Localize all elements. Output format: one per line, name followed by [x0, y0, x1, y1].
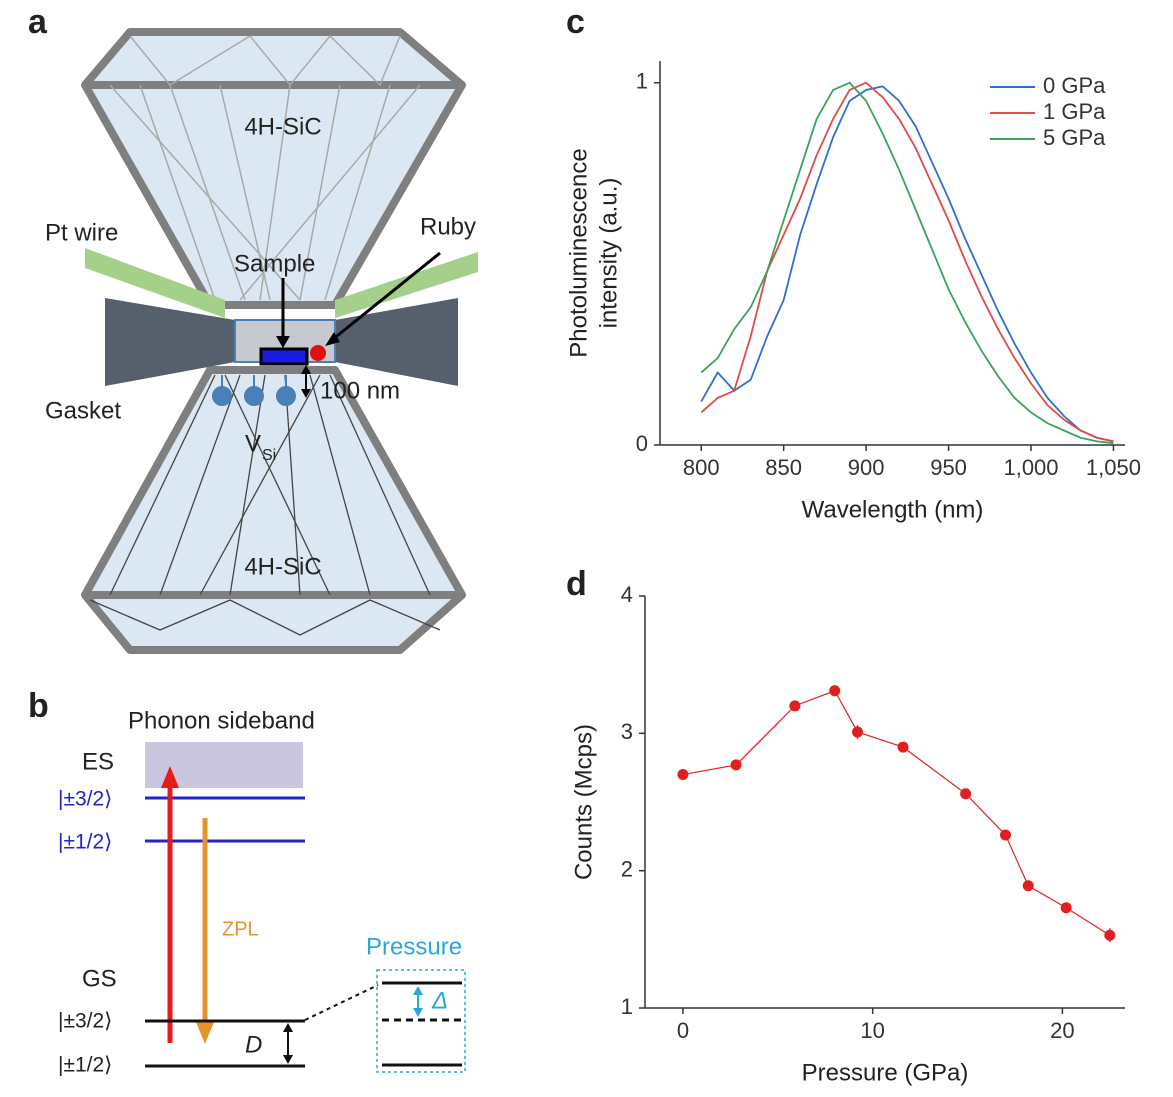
y-axis-label: Photoluminescence — [565, 148, 592, 357]
gs-level-label: |±1/2⟩ — [58, 1054, 112, 1077]
x-axis-label: Wavelength (nm) — [802, 496, 984, 523]
arrowhead — [161, 766, 179, 788]
y-tick-label: 0 — [636, 431, 648, 456]
splitting-label: D — [245, 1031, 262, 1058]
sample-label: Sample — [234, 250, 315, 277]
gasket — [105, 298, 235, 386]
series-line — [700, 85, 1114, 443]
legend-label: 0 GPa — [1043, 73, 1106, 98]
series-line — [682, 690, 1111, 936]
data-point — [1104, 929, 1116, 941]
ruby-label: Ruby — [420, 213, 476, 240]
x-tick-label: 0 — [677, 1018, 689, 1043]
arrowhead — [413, 1008, 423, 1017]
y-axis-label: Counts (Mcps) — [570, 724, 597, 880]
panel-label: b — [28, 687, 49, 725]
x-tick-label: 10 — [860, 1018, 884, 1043]
x-axis-label: Pressure (GPa) — [802, 1059, 969, 1086]
gs-label: GS — [82, 965, 117, 992]
data-point — [730, 759, 742, 771]
gs-level-label: |±3/2⟩ — [58, 1010, 112, 1033]
ruby — [310, 345, 326, 361]
x-tick-label: 950 — [930, 455, 967, 480]
y-tick-label: 3 — [621, 719, 633, 744]
anvil-cell — [81, 28, 478, 654]
data-point — [1022, 880, 1034, 892]
distance-label: 100 nm — [320, 377, 400, 404]
panel-label: d — [566, 565, 587, 603]
data-point — [897, 741, 909, 753]
gasket-label: Gasket — [45, 397, 121, 424]
y-tick-label: 1 — [621, 994, 633, 1019]
x-tick-label: 800 — [683, 455, 720, 480]
legend-label: 1 GPa — [1043, 99, 1106, 124]
arrowhead — [196, 1022, 214, 1044]
zoom-box — [376, 969, 466, 1073]
arrowhead — [413, 986, 423, 995]
data-point — [1060, 902, 1072, 914]
anvil-label: 4H-SiC — [244, 553, 321, 580]
x-tick-label: 900 — [848, 455, 885, 480]
x-tick-label: 1,000 — [1003, 455, 1058, 480]
data-point — [960, 788, 972, 800]
facets — [89, 374, 441, 636]
panel-label: a — [28, 3, 48, 41]
x-tick-label: 1,050 — [1086, 455, 1141, 480]
shift-label: Δ — [431, 987, 448, 1014]
vacancy-label: V — [245, 430, 261, 457]
pressure-label: Pressure — [366, 933, 462, 960]
panel-label: c — [566, 3, 585, 41]
x-tick-label: 20 — [1050, 1018, 1074, 1043]
zoom-line — [304, 984, 379, 1021]
y-tick-label: 1 — [636, 69, 648, 94]
y-tick-label: 2 — [621, 856, 633, 881]
spins — [212, 375, 296, 406]
vacancy-subscript: Si — [262, 447, 276, 464]
es-level-label: |±1/2⟩ — [58, 831, 112, 854]
legend-label: 5 GPa — [1043, 125, 1106, 150]
pt-wire — [85, 248, 225, 318]
data-point — [789, 700, 801, 712]
sideband-label: Phonon sideband — [128, 707, 315, 734]
data-point — [851, 726, 863, 738]
gasket — [335, 298, 458, 386]
sample — [259, 347, 309, 366]
y-tick-label: 4 — [621, 582, 633, 607]
pt-wire-label: Pt wire — [45, 219, 118, 246]
arrowhead — [283, 1023, 293, 1032]
facets — [109, 34, 421, 301]
anvil-label: 4H-SiC — [244, 113, 321, 140]
series-line — [700, 81, 1114, 445]
data-point — [829, 685, 841, 697]
es-label: ES — [82, 748, 114, 775]
data-point — [999, 829, 1011, 841]
arrowhead — [283, 1055, 293, 1064]
zpl-label: ZPL — [222, 918, 259, 940]
data-point — [677, 769, 689, 781]
es-level-label: |±3/2⟩ — [58, 788, 112, 811]
bottom-anvil — [81, 366, 466, 654]
x-tick-label: 850 — [765, 455, 802, 480]
arrows — [276, 251, 441, 398]
y-axis-label: intensity (a.u.) — [595, 178, 622, 329]
pt-wire — [335, 252, 478, 318]
